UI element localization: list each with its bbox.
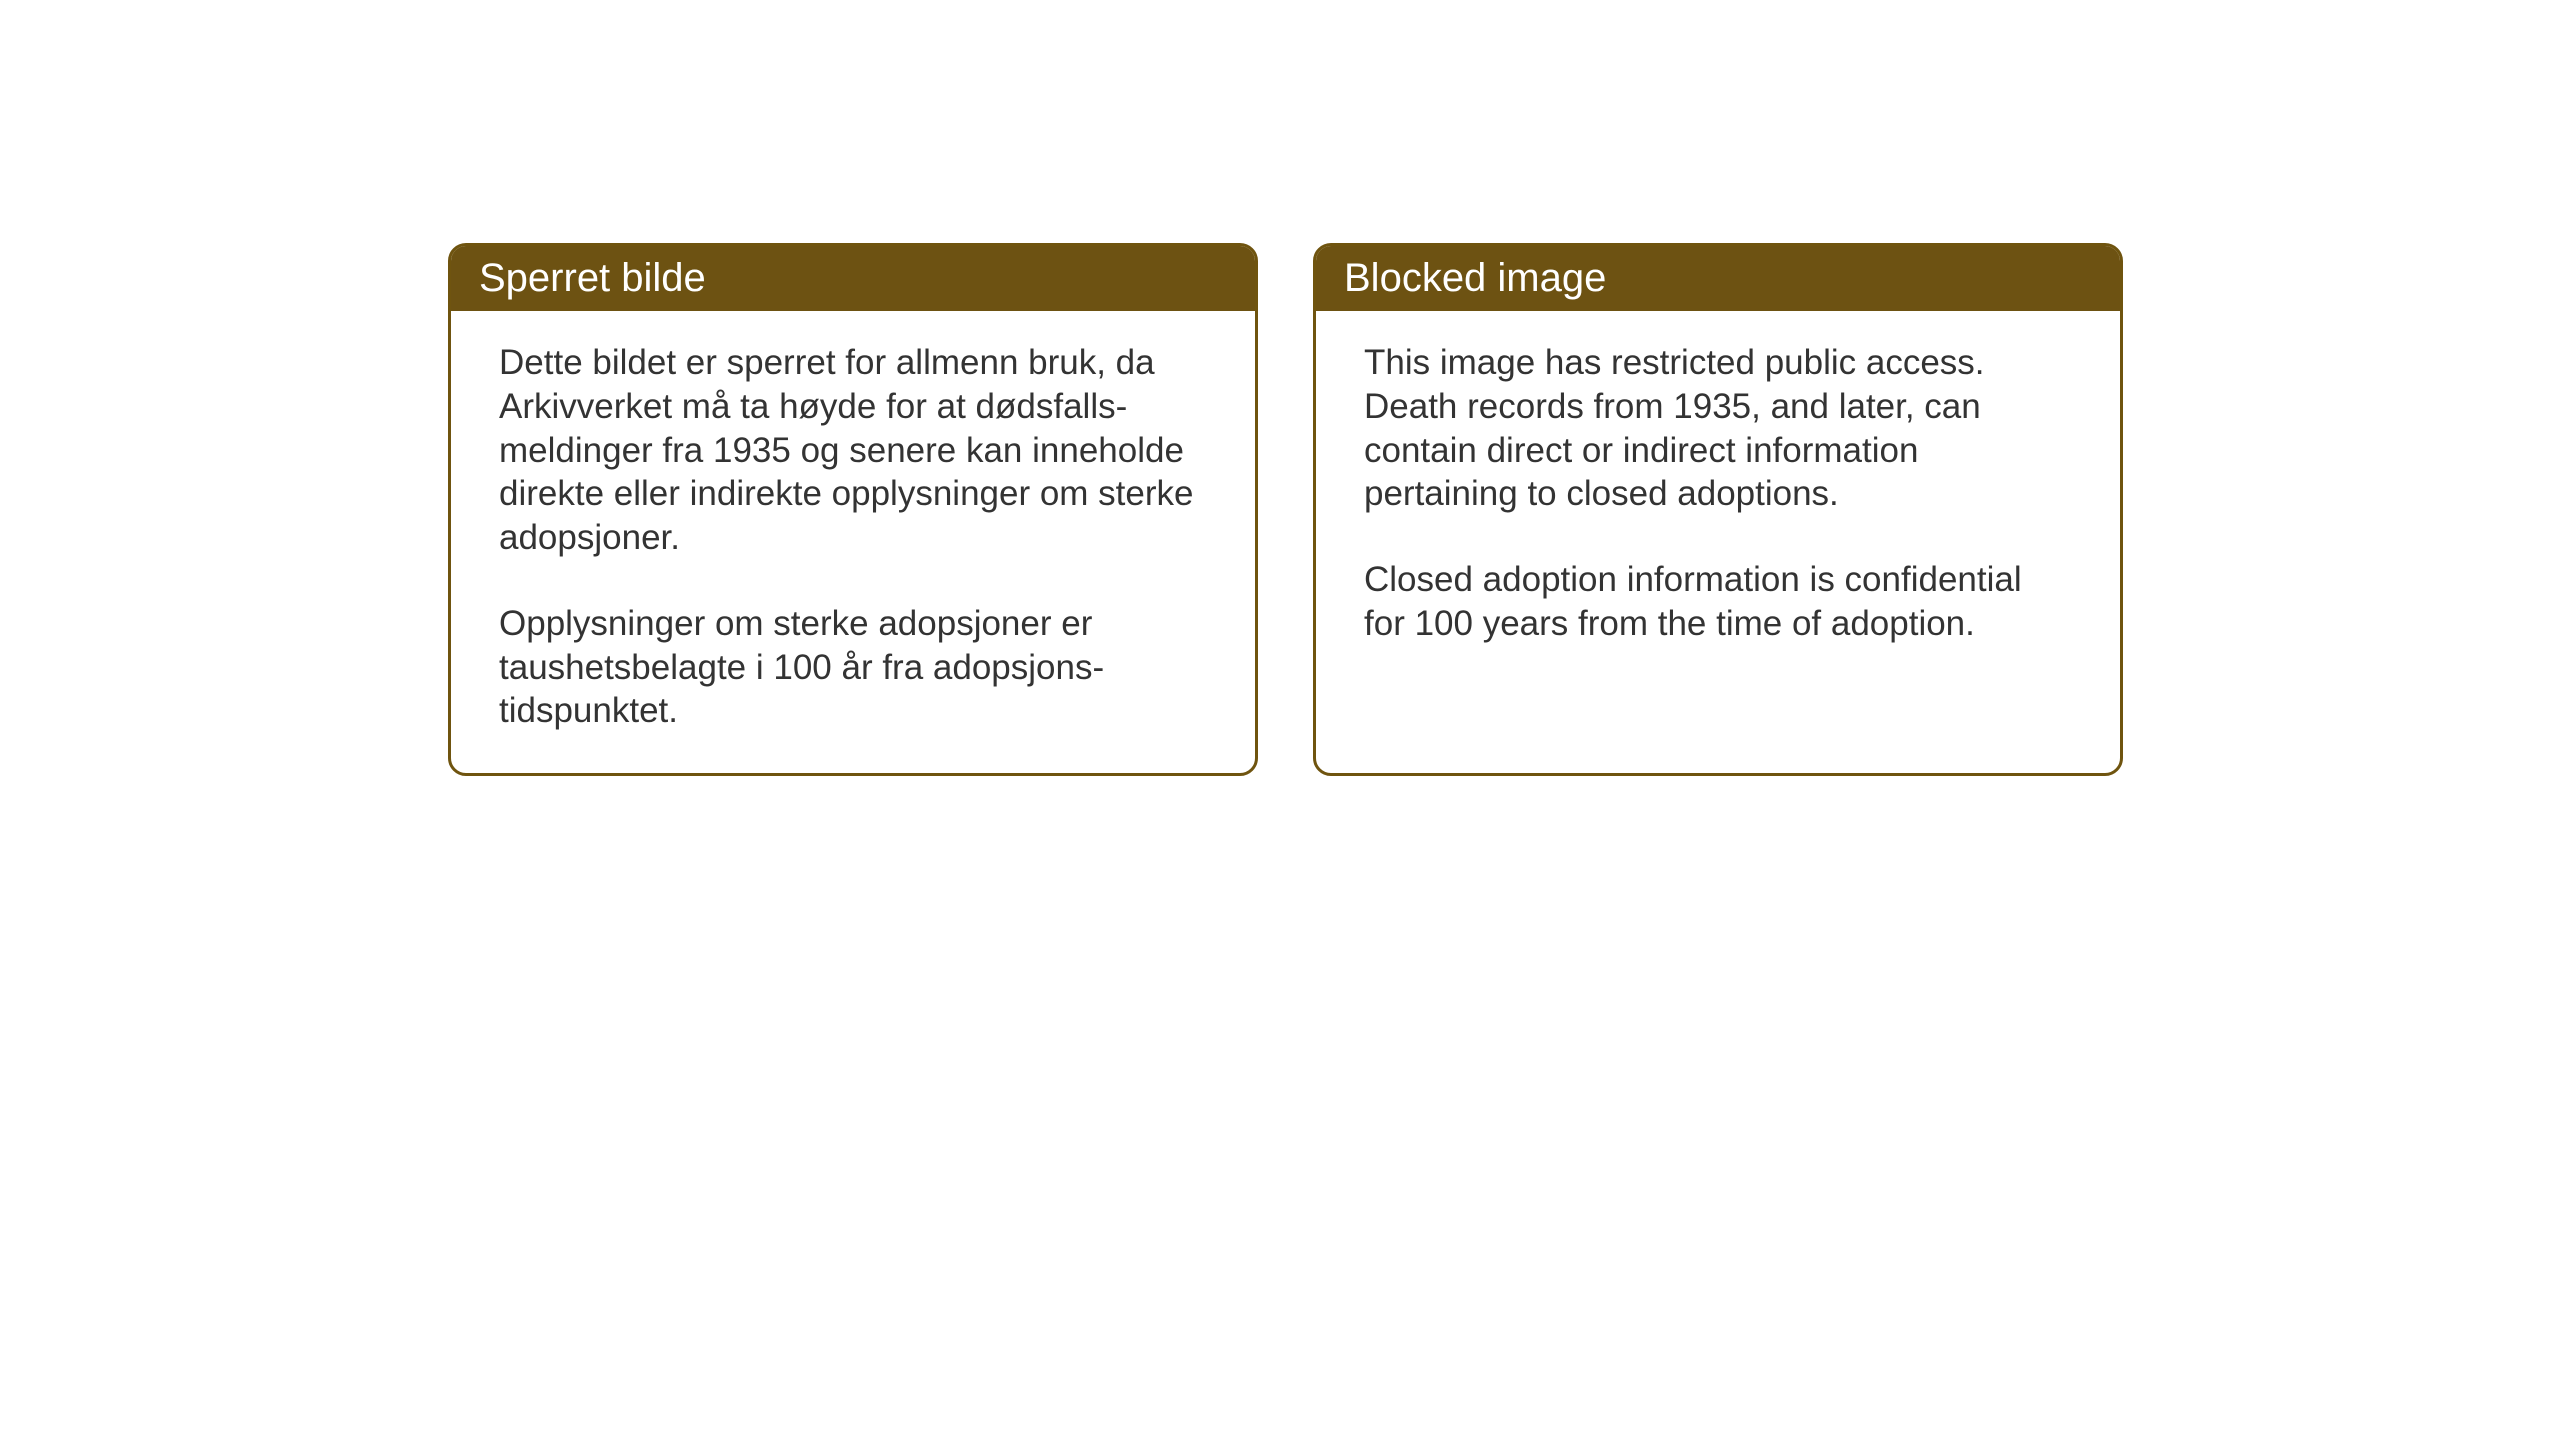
card-title-norwegian: Sperret bilde bbox=[479, 256, 706, 300]
notice-card-english: Blocked image This image has restricted … bbox=[1313, 243, 2123, 776]
card-paragraph-norwegian-1: Dette bildet er sperret for allmenn bruk… bbox=[499, 341, 1207, 560]
card-header-english: Blocked image bbox=[1316, 246, 2120, 311]
card-paragraph-english-2: Closed adoption information is confident… bbox=[1364, 558, 2072, 646]
card-body-english: This image has restricted public access.… bbox=[1316, 311, 2120, 756]
notice-card-norwegian: Sperret bilde Dette bildet er sperret fo… bbox=[448, 243, 1258, 776]
card-paragraph-norwegian-2: Opplysninger om sterke adopsjoner er tau… bbox=[499, 602, 1207, 733]
notice-container: Sperret bilde Dette bildet er sperret fo… bbox=[448, 243, 2123, 776]
card-body-norwegian: Dette bildet er sperret for allmenn bruk… bbox=[451, 311, 1255, 773]
card-title-english: Blocked image bbox=[1344, 256, 1606, 300]
card-paragraph-english-1: This image has restricted public access.… bbox=[1364, 341, 2072, 516]
card-header-norwegian: Sperret bilde bbox=[451, 246, 1255, 311]
